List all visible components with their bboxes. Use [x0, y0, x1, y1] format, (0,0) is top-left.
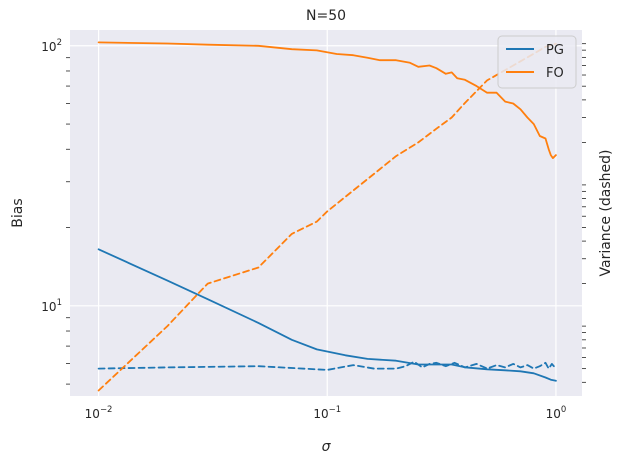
grid	[70, 30, 582, 396]
x-axis-label: σ	[322, 439, 332, 455]
y-tick-label: 101	[41, 298, 62, 314]
fo-bias-line	[97, 41, 557, 160]
y-tick-labels: 101 102	[41, 38, 62, 314]
x-tick-label: 10−1	[313, 405, 341, 421]
minor-ticks	[66, 43, 586, 385]
y2-axis-label: Variance (dashed)	[598, 150, 614, 277]
pg-variance-line	[97, 360, 557, 371]
legend-box	[497, 35, 577, 89]
legend: PG FO	[497, 35, 577, 89]
y-tick-label: 102	[41, 38, 62, 54]
legend-label-pg: PG	[546, 43, 564, 58]
x-tick-labels: 10−2 10−1 100	[85, 405, 567, 421]
legend-label-fo: FO	[546, 66, 564, 81]
x-tick-label: 10−2	[85, 405, 113, 421]
x-tick-label: 100	[546, 405, 567, 421]
y-axis-label: Bias	[10, 198, 26, 227]
chart-title: N=50	[306, 8, 346, 24]
